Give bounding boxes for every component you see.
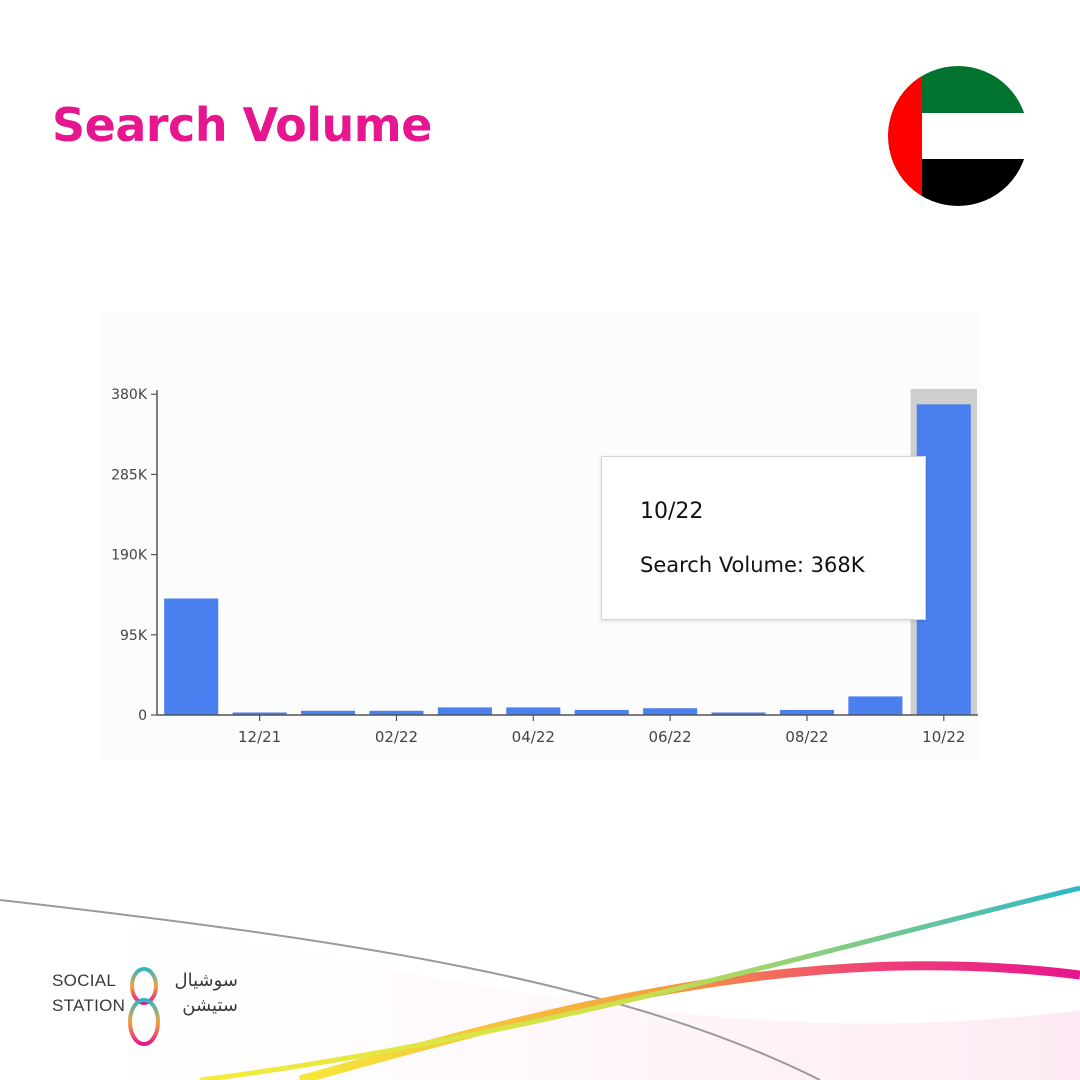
bar-05-22: [574, 709, 629, 715]
y-tick-label: 190K: [111, 548, 148, 564]
bar-09-22: [848, 696, 903, 715]
bar-12-21: [232, 712, 287, 715]
x-tick-label: 06/22: [649, 728, 692, 746]
logo-arabic-line1: سوشيال: [174, 970, 238, 991]
bar-03-22: [437, 707, 492, 715]
x-tick-label: 04/22: [512, 728, 555, 746]
bar-01-22: [301, 710, 356, 715]
x-tick-label: 12/21: [238, 728, 281, 746]
tooltip-value: Search Volume: 368K: [640, 553, 865, 577]
tooltip-date: 10/22: [640, 499, 704, 524]
x-tick-label: 02/22: [375, 728, 418, 746]
uae-flag-icon: [888, 66, 1028, 206]
y-tick-label: 285K: [111, 467, 148, 483]
y-tick-label: 380K: [111, 387, 148, 403]
chart-tooltip: 10/22 Search Volume: 368K: [601, 456, 926, 620]
page-title: Search Volume: [52, 98, 432, 152]
bar-08-22: [779, 709, 834, 715]
y-tick-label: 95K: [120, 628, 148, 644]
logo-text-station: STATION: [52, 996, 126, 1015]
x-tick-label: 10/22: [922, 728, 965, 746]
infinity-eight-icon: [128, 967, 160, 1046]
logo-arabic-line2: ستيشن: [182, 995, 238, 1016]
decorative-swoosh: [0, 885, 1080, 1080]
logo-text-social: SOCIAL: [52, 971, 117, 990]
bar-07-22: [711, 712, 766, 715]
bar-04-22: [506, 707, 561, 715]
x-tick-label: 08/22: [785, 728, 828, 746]
y-tick-label: 0: [138, 708, 147, 724]
bar-06-22: [643, 708, 698, 715]
bar-11-21: [164, 598, 219, 715]
social-station-logo: SOCIAL STATION سوشيال ستيشن: [52, 967, 238, 1046]
bar-02-22: [369, 710, 424, 715]
